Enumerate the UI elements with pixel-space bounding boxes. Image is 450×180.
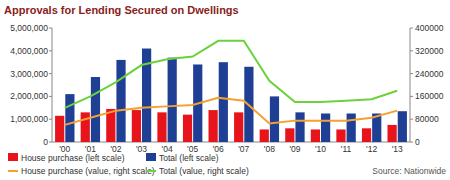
- y2-tick-label: 400000: [415, 23, 444, 33]
- legend-label: Total (value, right scale): [159, 166, 249, 176]
- y2-axis: [410, 28, 411, 142]
- bar: [285, 128, 294, 142]
- bar: [336, 129, 345, 142]
- legend-swatch: [8, 153, 18, 161]
- y2-tick-label: 0: [415, 137, 420, 147]
- x-tick-label: '11: [341, 144, 352, 154]
- legend-label: Total (left scale): [159, 153, 219, 163]
- legend-label: House purchase (left scale): [21, 153, 125, 163]
- y2-tick: [410, 96, 413, 97]
- bar: [321, 114, 330, 143]
- x-axis: [52, 142, 410, 143]
- y2-tick: [410, 50, 413, 51]
- y2-tick: [410, 119, 413, 120]
- chart: Approvals for Lending Secured on Dwellin…: [0, 0, 450, 180]
- y-tick-label: 1,000,000: [10, 114, 48, 124]
- y2-tick: [410, 142, 413, 143]
- x-tick-label: '12: [366, 144, 377, 154]
- y-tick-label: 0: [43, 137, 48, 147]
- y-tick-label: 3,000,000: [10, 69, 48, 79]
- bar: [55, 116, 64, 142]
- legend-label: House purchase (value, right scale): [21, 166, 155, 176]
- y-tick: [49, 142, 52, 143]
- line: [65, 98, 397, 125]
- bar: [260, 129, 269, 142]
- bar: [311, 129, 320, 142]
- y2-tick: [410, 28, 413, 29]
- y-tick: [49, 119, 52, 120]
- y-tick-label: 4,000,000: [10, 46, 48, 56]
- bar: [234, 112, 243, 142]
- bar: [157, 112, 166, 142]
- y-tick: [49, 73, 52, 74]
- y-tick: [49, 28, 52, 29]
- x-tick-label: '13: [392, 144, 403, 154]
- line: [65, 41, 397, 108]
- x-tick-label: '09: [289, 144, 300, 154]
- legend-swatch: [146, 170, 156, 172]
- legend-swatch: [8, 170, 18, 172]
- x-tick-label: '10: [315, 144, 326, 154]
- marks: [55, 41, 407, 142]
- source: Source: Nationwide: [372, 166, 446, 176]
- bar: [219, 62, 228, 142]
- y-axis: [52, 28, 53, 142]
- bar: [183, 115, 192, 142]
- bar: [362, 128, 371, 142]
- bar: [168, 58, 177, 142]
- y2-tick-label: 240000: [415, 69, 444, 79]
- bar: [91, 77, 100, 142]
- y-tick-label: 2,000,000: [10, 91, 48, 101]
- background: [0, 0, 450, 180]
- x-tick-label: '07: [238, 144, 249, 154]
- bar: [347, 114, 356, 143]
- bar: [270, 96, 279, 142]
- bar: [132, 110, 141, 142]
- y2-tick-label: 160000: [415, 91, 444, 101]
- legend-swatch: [146, 153, 156, 161]
- y-tick: [49, 96, 52, 97]
- bar: [81, 112, 90, 142]
- y2-tick: [410, 73, 413, 74]
- y2-tick-label: 80000: [415, 114, 439, 124]
- x-tick-label: '03: [136, 144, 147, 154]
- y-tick: [49, 50, 52, 51]
- title: Approvals for Lending Secured on Dwellin…: [4, 4, 239, 16]
- bar: [398, 111, 407, 142]
- bar: [295, 112, 304, 142]
- bar: [388, 125, 397, 142]
- bar: [209, 110, 218, 142]
- y-tick-label: 5,000,000: [10, 23, 48, 33]
- bar: [65, 94, 74, 142]
- x-tick-label: '08: [264, 144, 275, 154]
- y2-tick-label: 320000: [415, 46, 444, 56]
- bar: [116, 60, 125, 142]
